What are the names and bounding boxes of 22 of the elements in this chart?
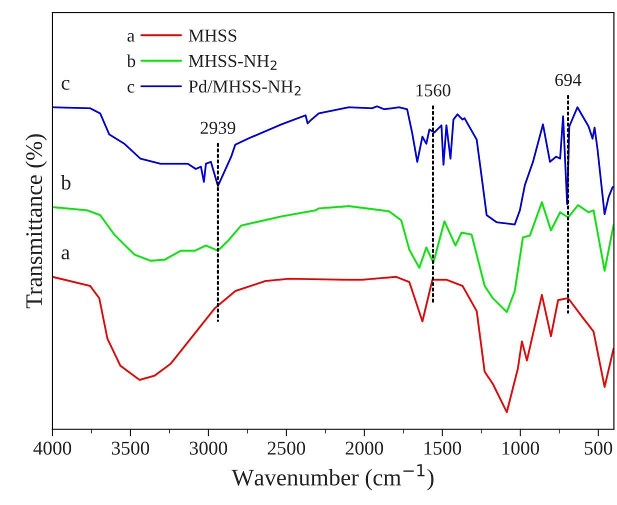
y-axis-title: Transmittance (%)	[25, 134, 47, 308]
x-tick-label: 3000	[190, 442, 228, 455]
legend-label: Pd/MHSS-NH$_{2}$	[188, 80, 301, 96]
x-tick-label: 2000	[346, 442, 384, 455]
text: 694	[555, 74, 582, 86]
legend-label: MHSS-NH$_{2}$	[188, 54, 276, 70]
text: c	[128, 84, 134, 93]
x-tick-label: 500	[584, 442, 612, 455]
x-tick-label: 1500	[424, 442, 462, 455]
text: c	[62, 80, 70, 90]
annotation: 2939	[200, 122, 236, 134]
x-axis-title: Wavenumber (cm$^{−1}$)	[232, 464, 434, 490]
x-tick-label: 4000	[33, 442, 72, 455]
annotation: a	[62, 249, 70, 260]
x-tick-label: 1000	[502, 442, 540, 455]
x-tick-label: 3500	[112, 442, 150, 455]
legend-label: MHSS	[188, 30, 236, 42]
text: b	[126, 54, 136, 68]
x-tick-label: 2500	[268, 442, 306, 455]
text: 1560	[416, 84, 450, 96]
annotation: b	[60, 174, 70, 190]
text: a	[128, 33, 135, 42]
